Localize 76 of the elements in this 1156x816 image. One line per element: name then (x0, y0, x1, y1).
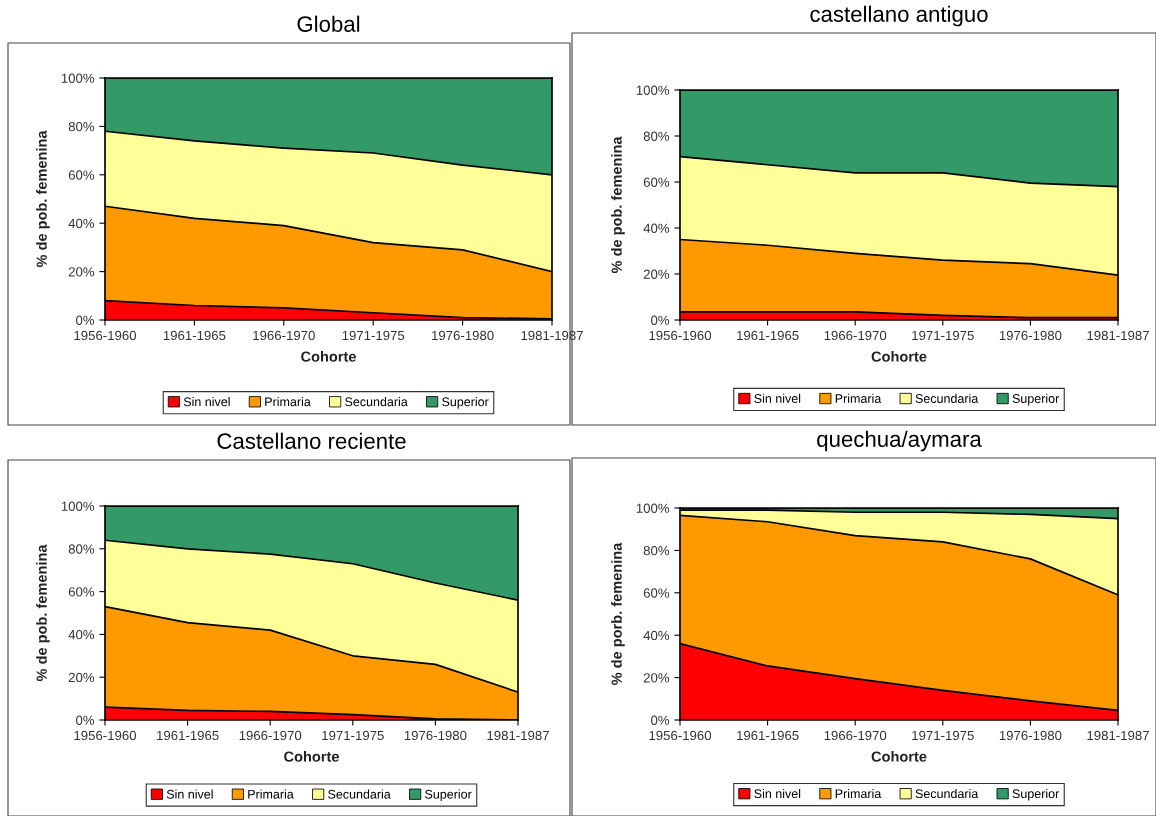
x-tick-label: 1981-1987 (487, 730, 549, 741)
legend-label: Primaria (248, 789, 294, 799)
x-tick-label: 1961-1965 (157, 730, 219, 741)
x-tick-label: 1961-1965 (737, 730, 799, 741)
x-tick-label: 1971-1975 (912, 330, 974, 341)
x-tick-label: 1981-1987 (1087, 730, 1149, 741)
y-tick-label: 80% (68, 544, 95, 554)
y-tick-label: 0% (651, 315, 670, 325)
y-tick-label: 60% (643, 177, 670, 187)
legend-label: Sin nivel (166, 789, 213, 799)
y-tick-label: 100% (636, 85, 670, 95)
legend-label: Secundaria (328, 789, 391, 799)
x-tick-label: 1976-1980 (999, 330, 1062, 341)
x-tick-label: 1971-1975 (342, 330, 405, 341)
x-tick-label: 1971-1975 (912, 730, 974, 741)
y-axis-title: % de pob. femenina (611, 136, 625, 274)
chart-title: castellano antiguo (810, 5, 988, 27)
y-tick-label: 0% (76, 315, 95, 325)
legend-label: Sin nivel (754, 788, 801, 799)
y-tick-label: 60% (643, 588, 670, 598)
y-axis-title: % de porb. femenina (611, 542, 625, 685)
y-tick-label: 60% (68, 170, 95, 180)
x-tick-label: 1976-1980 (999, 730, 1062, 741)
x-tick-label: 1966-1970 (253, 330, 315, 341)
legend-label: Primaria (265, 397, 311, 407)
x-axis-title: Cohorte (871, 351, 927, 362)
x-tick-label: 1956-1960 (649, 730, 712, 741)
chart-title: Castellano reciente (217, 432, 406, 449)
x-tick-label: 1956-1960 (74, 730, 137, 741)
y-tick-label: 40% (643, 630, 670, 641)
y-tick-label: 20% (643, 269, 670, 279)
y-tick-label: 60% (68, 587, 95, 597)
y-tick-label: 40% (68, 218, 95, 229)
legend-label: Secundaria (915, 393, 979, 403)
y-axis-title: % de pob. femenina (36, 130, 50, 268)
y-tick-label: 20% (643, 673, 670, 683)
x-axis-title: Cohorte (871, 751, 927, 762)
chart-title: Global (297, 15, 360, 32)
legend-label: Sin nivel (183, 397, 230, 407)
y-tick-label: 0% (76, 715, 95, 725)
legend-label: Secundaria (345, 397, 408, 407)
legend-label: Superior (1012, 393, 1060, 406)
y-tick-label: 40% (643, 223, 670, 233)
x-tick-label: 1981-1987 (521, 330, 583, 341)
legend-label: Secundaria (915, 788, 979, 799)
x-tick-label: 1961-1965 (163, 330, 226, 341)
y-tick-label: 100% (636, 503, 670, 513)
x-axis-title: Cohorte (284, 751, 339, 762)
y-tick-label: 100% (61, 73, 95, 83)
legend-label: Superior (425, 789, 472, 802)
x-tick-label: 1976-1980 (404, 730, 467, 741)
y-tick-label: 100% (61, 501, 95, 511)
x-tick-label: 1981-1987 (1087, 330, 1149, 341)
y-tick-label: 80% (643, 131, 670, 141)
x-tick-label: 1966-1970 (239, 730, 302, 741)
y-tick-label: 20% (68, 267, 95, 277)
x-tick-label: 1966-1970 (824, 730, 887, 741)
y-axis-title: % de pob. femenina (36, 544, 50, 682)
y-tick-label: 80% (643, 545, 670, 556)
x-tick-label: 1976-1980 (432, 330, 494, 341)
legend-label: Sin nivel (754, 393, 801, 403)
legend-label: Superior (1012, 788, 1060, 801)
x-tick-label: 1971-1975 (322, 730, 384, 741)
y-tick-label: 80% (68, 121, 95, 132)
y-tick-label: 0% (651, 715, 670, 725)
x-tick-label: 1966-1970 (824, 330, 887, 341)
legend-label: Superior (442, 397, 489, 409)
x-tick-label: 1956-1960 (649, 330, 712, 341)
x-axis-title: Cohorte (301, 351, 356, 362)
x-tick-label: 1961-1965 (737, 330, 799, 341)
legend-label: Primaria (835, 393, 882, 403)
legend-label: Primaria (835, 788, 882, 799)
y-tick-label: 20% (68, 672, 95, 683)
x-tick-label: 1956-1960 (74, 330, 137, 341)
y-tick-label: 40% (68, 629, 95, 640)
chart-title: quechua/aymara (817, 430, 982, 452)
